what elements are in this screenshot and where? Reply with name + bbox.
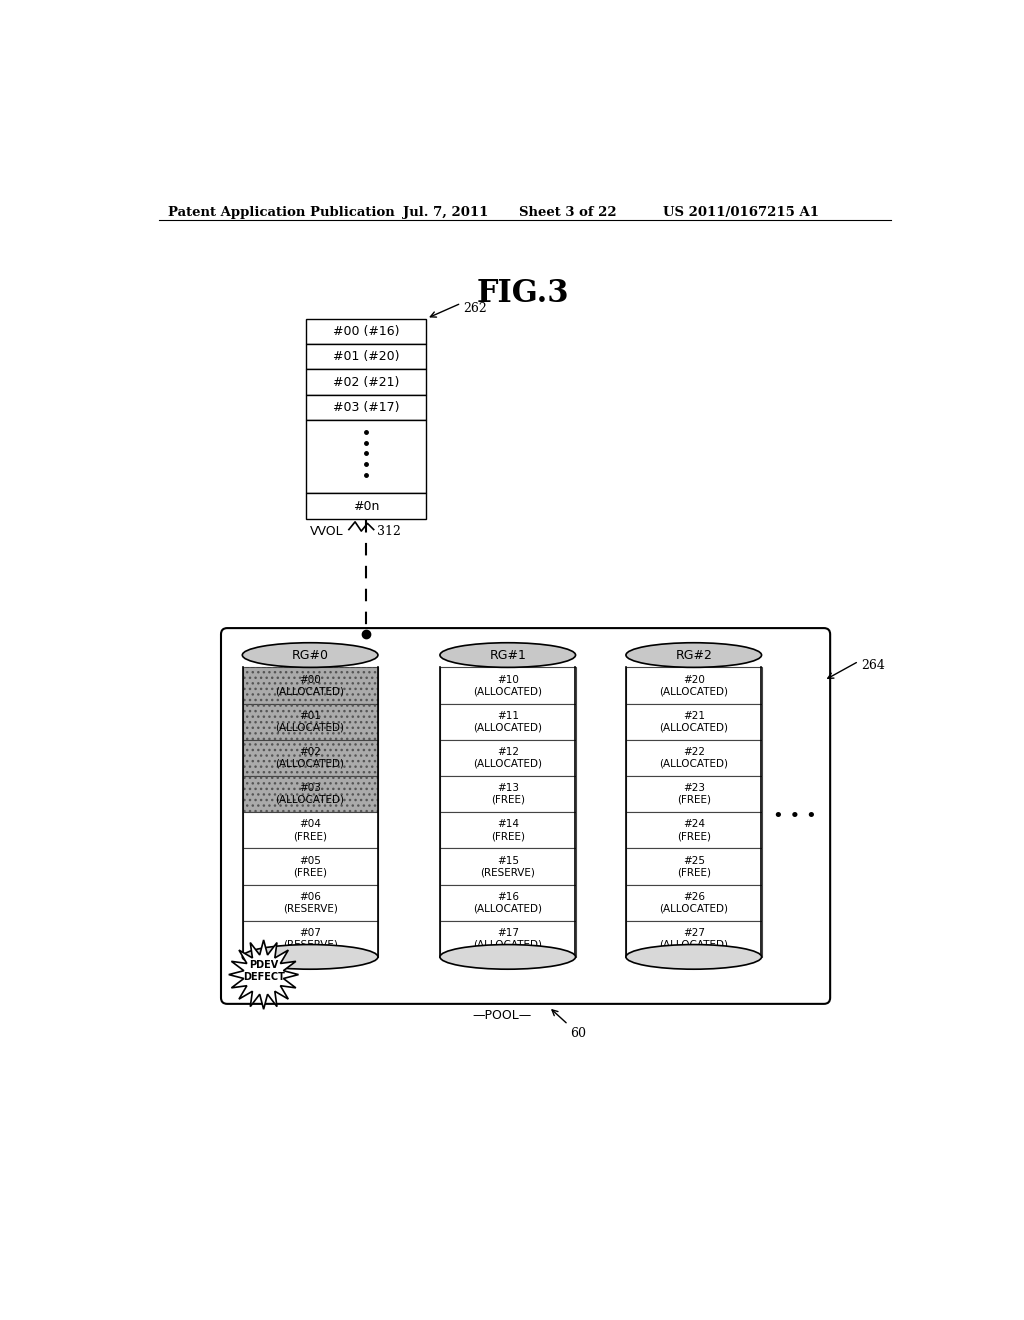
Bar xyxy=(243,704,378,739)
Text: —POOL—: —POOL— xyxy=(473,1010,531,1022)
Bar xyxy=(440,812,575,849)
Bar xyxy=(440,668,575,704)
Text: RG#1: RG#1 xyxy=(489,648,526,661)
Bar xyxy=(440,739,575,776)
Text: #03
(ALLOCATED): #03 (ALLOCATED) xyxy=(275,783,345,805)
Text: #17
(ALLOCATED): #17 (ALLOCATED) xyxy=(473,928,543,949)
Bar xyxy=(627,704,762,739)
Ellipse shape xyxy=(440,643,575,668)
Bar xyxy=(627,739,762,776)
Text: #27
(ALLOCATED): #27 (ALLOCATED) xyxy=(659,928,728,949)
Bar xyxy=(243,776,378,812)
Bar xyxy=(243,739,378,776)
Polygon shape xyxy=(228,940,299,1010)
Bar xyxy=(243,812,378,849)
Text: #02
(ALLOCATED): #02 (ALLOCATED) xyxy=(275,747,345,768)
Text: #23
(FREE): #23 (FREE) xyxy=(677,783,711,805)
Bar xyxy=(440,921,575,957)
Text: FIG.3: FIG.3 xyxy=(477,277,569,309)
Ellipse shape xyxy=(243,945,378,969)
Text: 312: 312 xyxy=(377,525,400,539)
Text: #00
(ALLOCATED): #00 (ALLOCATED) xyxy=(275,675,345,696)
Text: #16
(ALLOCATED): #16 (ALLOCATED) xyxy=(473,892,543,913)
Text: #20
(ALLOCATED): #20 (ALLOCATED) xyxy=(659,675,728,696)
Bar xyxy=(627,849,762,884)
Bar xyxy=(243,849,378,884)
Text: #14
(FREE): #14 (FREE) xyxy=(490,820,524,841)
Bar xyxy=(627,668,762,704)
Bar xyxy=(306,395,426,420)
Text: RG#0: RG#0 xyxy=(292,648,329,661)
Text: #01 (#20): #01 (#20) xyxy=(333,350,399,363)
Text: #15
(RESERVE): #15 (RESERVE) xyxy=(480,855,536,878)
Bar xyxy=(243,739,378,776)
Text: 262: 262 xyxy=(464,302,487,314)
Text: VVOL: VVOL xyxy=(310,525,344,539)
Text: #21
(ALLOCATED): #21 (ALLOCATED) xyxy=(659,711,728,733)
Text: #00 (#16): #00 (#16) xyxy=(333,325,399,338)
FancyBboxPatch shape xyxy=(221,628,830,1003)
Text: #11
(ALLOCATED): #11 (ALLOCATED) xyxy=(473,711,543,733)
Bar xyxy=(440,704,575,739)
Ellipse shape xyxy=(626,945,762,969)
Bar xyxy=(440,849,575,884)
Text: 60: 60 xyxy=(570,1027,587,1040)
Text: #10
(ALLOCATED): #10 (ALLOCATED) xyxy=(473,675,543,696)
Bar xyxy=(306,345,426,370)
Text: #26
(ALLOCATED): #26 (ALLOCATED) xyxy=(659,892,728,913)
Text: #01
(ALLOCATED): #01 (ALLOCATED) xyxy=(275,711,345,733)
Bar xyxy=(627,776,762,812)
Bar xyxy=(627,812,762,849)
Bar xyxy=(306,318,426,345)
Text: • • •: • • • xyxy=(773,807,816,825)
Bar xyxy=(306,494,426,519)
Text: #06
(RESERVE): #06 (RESERVE) xyxy=(283,892,338,913)
Bar xyxy=(243,668,378,704)
Bar xyxy=(306,370,426,395)
Bar xyxy=(243,884,378,921)
Text: #13
(FREE): #13 (FREE) xyxy=(490,783,524,805)
Text: #03 (#17): #03 (#17) xyxy=(333,401,399,414)
Bar xyxy=(243,776,378,812)
Text: #25
(FREE): #25 (FREE) xyxy=(677,855,711,878)
Text: #05
(FREE): #05 (FREE) xyxy=(293,855,327,878)
Text: RG#2: RG#2 xyxy=(675,648,712,661)
Text: #07
(RESERVE): #07 (RESERVE) xyxy=(283,928,338,949)
Bar xyxy=(627,921,762,957)
Text: Jul. 7, 2011: Jul. 7, 2011 xyxy=(403,206,488,219)
Text: #04
(FREE): #04 (FREE) xyxy=(293,820,327,841)
Text: US 2011/0167215 A1: US 2011/0167215 A1 xyxy=(663,206,819,219)
Text: PDEV
DEFECT: PDEV DEFECT xyxy=(243,960,285,982)
Bar xyxy=(306,420,426,494)
Text: Patent Application Publication: Patent Application Publication xyxy=(168,206,395,219)
Bar xyxy=(627,884,762,921)
Bar xyxy=(440,776,575,812)
Bar xyxy=(243,921,378,957)
Ellipse shape xyxy=(440,945,575,969)
Text: #0n: #0n xyxy=(353,499,380,512)
Ellipse shape xyxy=(626,643,762,668)
Text: Sheet 3 of 22: Sheet 3 of 22 xyxy=(519,206,617,219)
Bar xyxy=(243,704,378,739)
Bar xyxy=(440,884,575,921)
Bar xyxy=(243,668,378,704)
Text: #22
(ALLOCATED): #22 (ALLOCATED) xyxy=(659,747,728,768)
Text: #24
(FREE): #24 (FREE) xyxy=(677,820,711,841)
Ellipse shape xyxy=(243,643,378,668)
Text: #12
(ALLOCATED): #12 (ALLOCATED) xyxy=(473,747,543,768)
Text: 264: 264 xyxy=(861,659,885,672)
Text: #02 (#21): #02 (#21) xyxy=(333,376,399,388)
